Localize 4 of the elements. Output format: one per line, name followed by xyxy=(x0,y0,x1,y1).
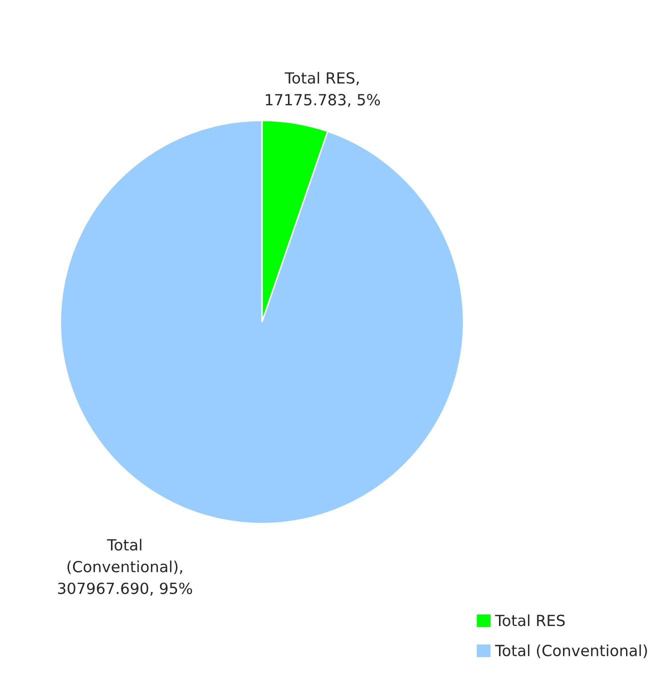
data-label: Total (Conventional), 307967.690, 95% xyxy=(58,538,192,596)
legend-label: Total (Conventional) xyxy=(495,644,647,658)
legend-label: Total RES xyxy=(495,614,565,626)
data-label: Total RES, 17175.783, 5% xyxy=(266,72,380,108)
